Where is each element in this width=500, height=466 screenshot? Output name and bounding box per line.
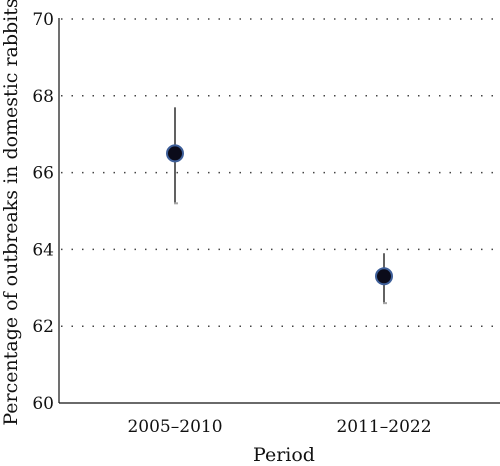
- y-tick-label: 64: [32, 240, 54, 260]
- y-tick-label: 68: [32, 87, 54, 107]
- x-tick-label: 2005–2010: [127, 417, 222, 437]
- data-point: [166, 144, 184, 163]
- x-tick-labels: 2005–2010 2011–2022: [127, 417, 431, 437]
- y-tick-label: 60: [32, 394, 54, 414]
- error-bars: [174, 107, 387, 305]
- y-tick-label: 70: [32, 10, 54, 30]
- data-point: [375, 267, 393, 286]
- y-tick-label: 62: [32, 317, 54, 337]
- x-tick-label: 2011–2022: [336, 417, 431, 437]
- y-axis-title: Percentage of outbreaks in domestic rabb…: [0, 0, 22, 426]
- x-axis-title: Period: [253, 444, 315, 466]
- y-tick-labels: 60 62 64 66 68 70: [32, 10, 54, 414]
- y-tick-label: 66: [32, 164, 54, 184]
- gridlines: [61, 18, 500, 327]
- data-points: [166, 144, 393, 286]
